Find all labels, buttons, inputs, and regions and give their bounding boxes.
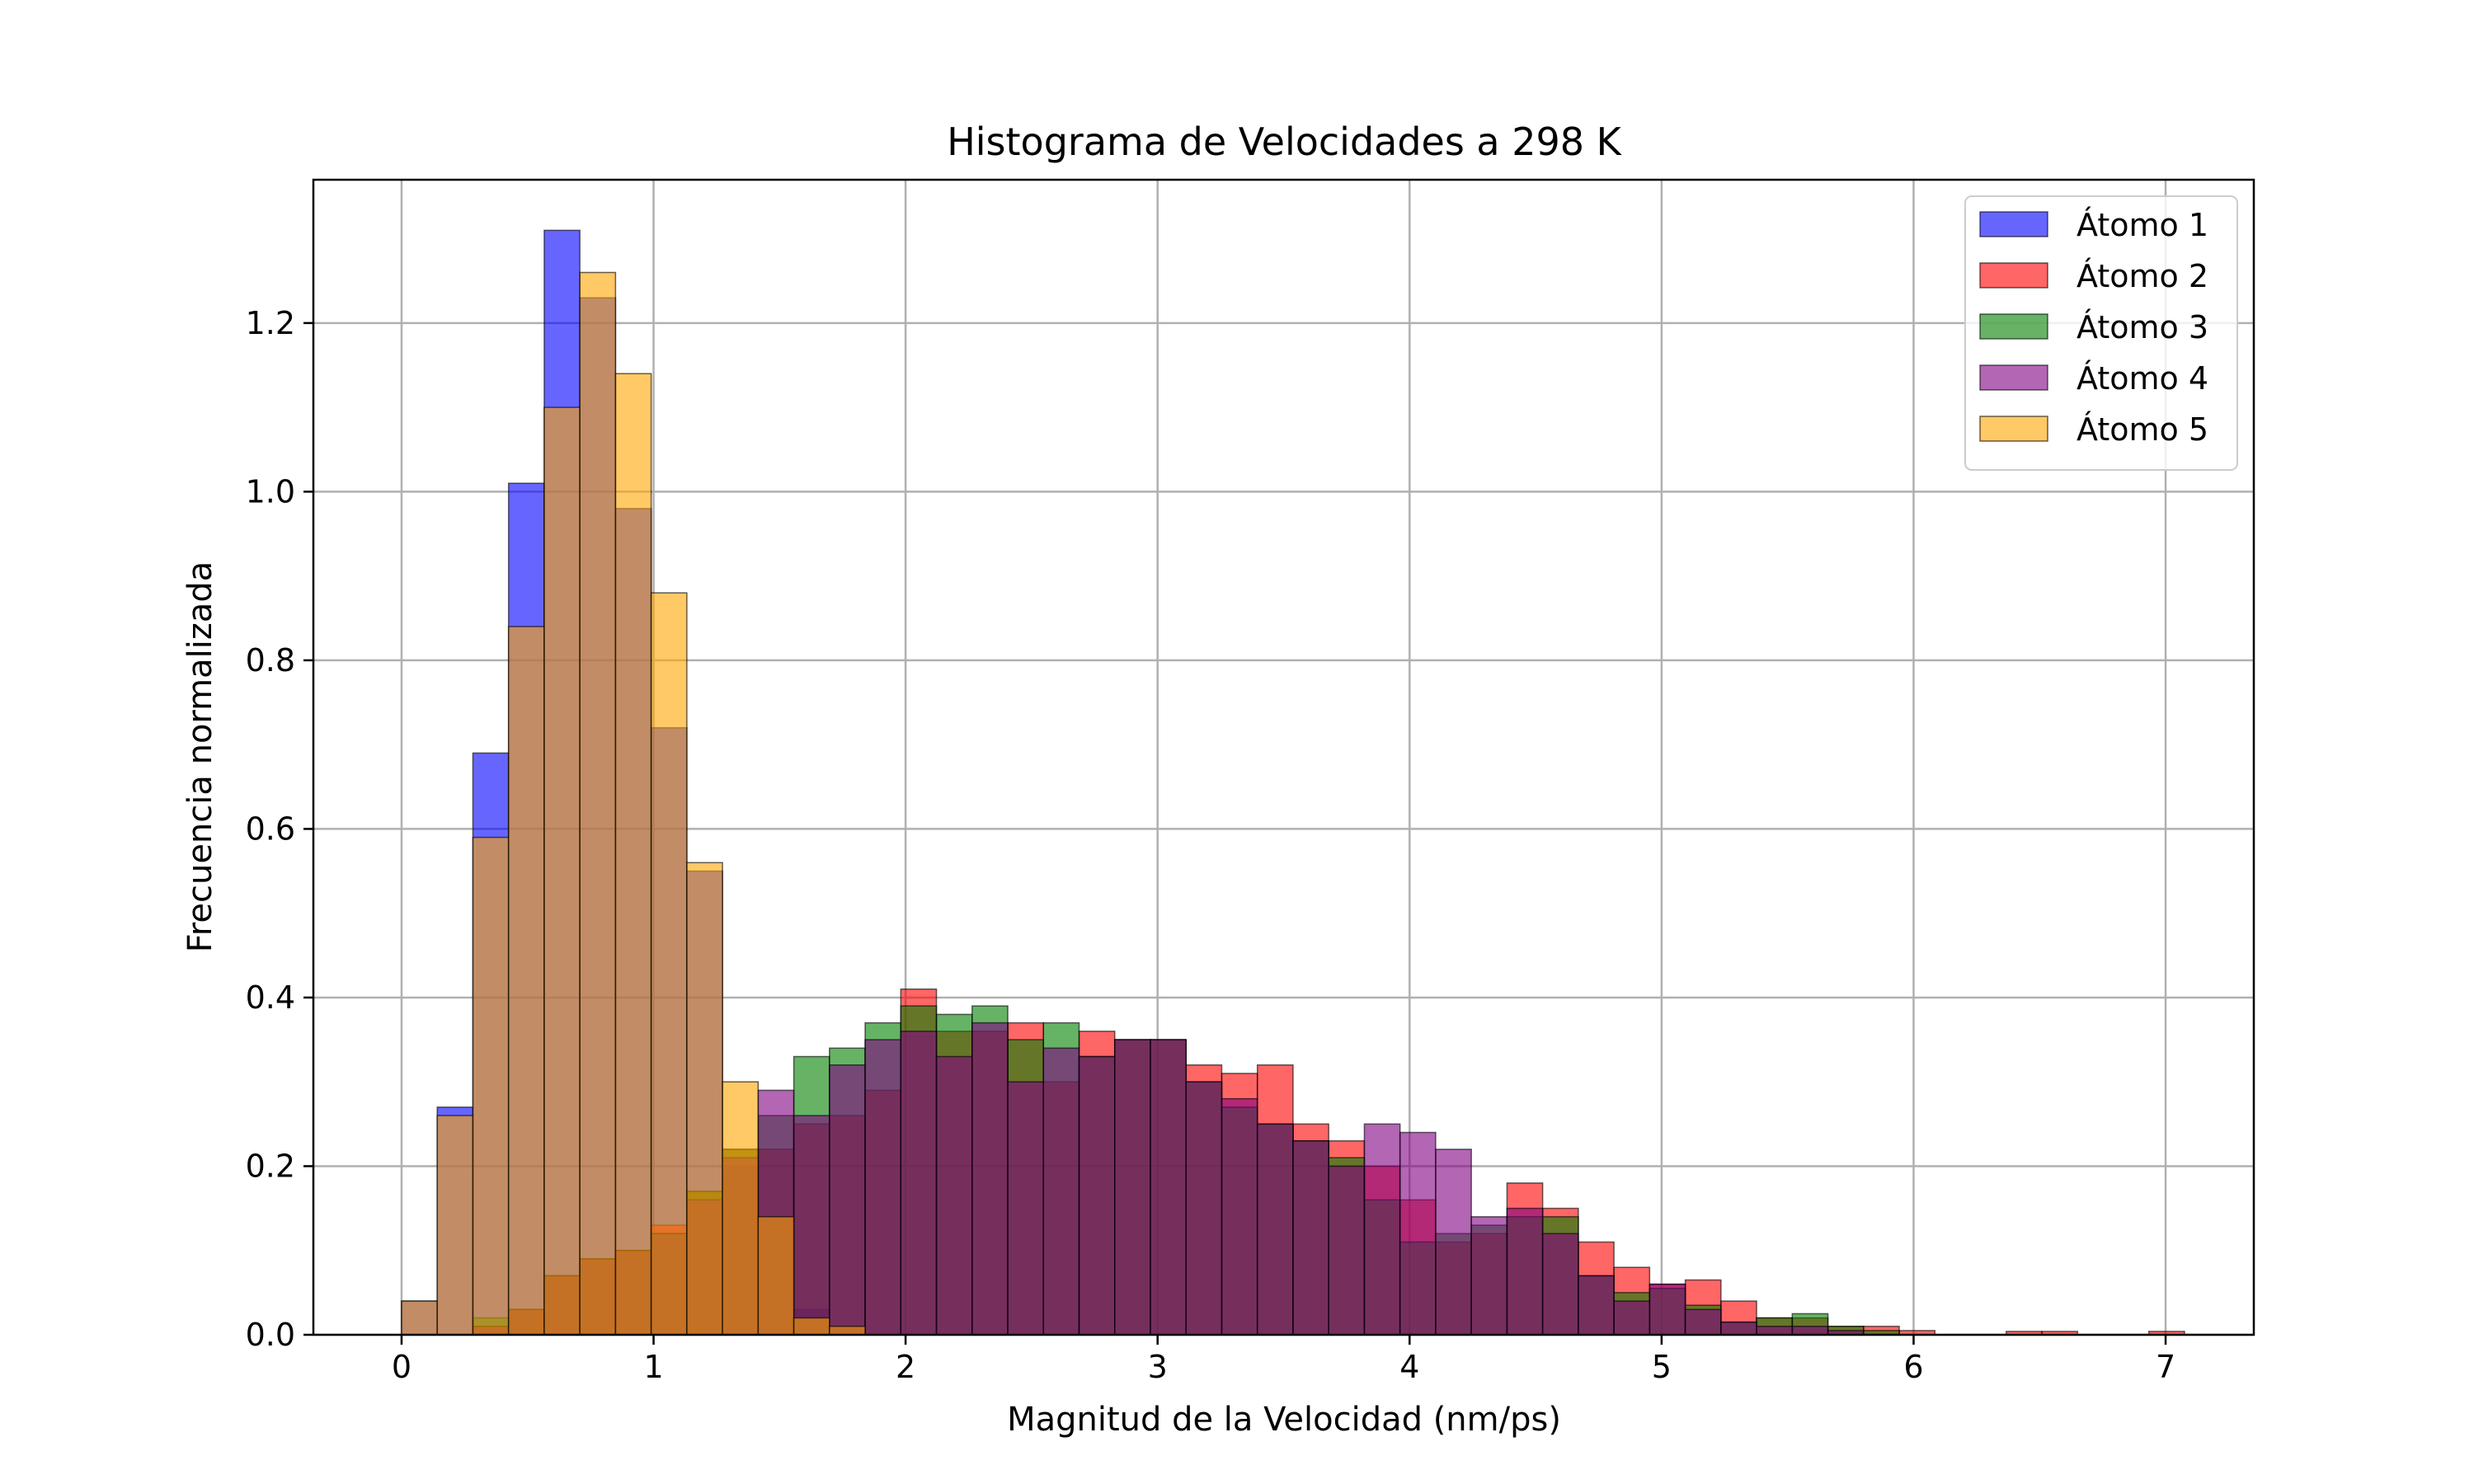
legend-swatch bbox=[1979, 313, 2048, 340]
histogram-bar bbox=[1578, 1275, 1615, 1336]
histogram-bar bbox=[864, 1039, 902, 1336]
y-tick-label: 0.0 bbox=[246, 1317, 295, 1353]
legend-label: Átomo 3 bbox=[2077, 309, 2208, 345]
legend-label: Átomo 5 bbox=[2077, 411, 2208, 448]
histogram-bar bbox=[1684, 1308, 1722, 1336]
x-tick-label: 3 bbox=[1148, 1349, 1168, 1385]
histogram-bar bbox=[436, 1115, 474, 1336]
histogram-bar bbox=[1185, 1081, 1223, 1336]
histogram-bar bbox=[757, 1216, 795, 1336]
plot-area-frame bbox=[312, 178, 2255, 1336]
histogram-bar bbox=[829, 1064, 866, 1336]
x-tick-label: 5 bbox=[1652, 1349, 1672, 1385]
legend-swatch bbox=[1979, 262, 2048, 289]
histogram-bar bbox=[1256, 1123, 1294, 1336]
y-tick-label: 0.4 bbox=[246, 979, 295, 1016]
histogram-bar bbox=[1720, 1321, 1757, 1336]
histogram-bar bbox=[579, 271, 617, 1336]
histogram-bar bbox=[793, 1317, 830, 1336]
y-tick-label: 0.6 bbox=[246, 810, 295, 847]
histogram-bar bbox=[507, 626, 545, 1336]
histogram-bar bbox=[900, 1031, 938, 1336]
histogram-bar bbox=[722, 1081, 760, 1336]
x-tick-label: 2 bbox=[896, 1349, 915, 1385]
histogram-bar bbox=[1114, 1039, 1151, 1336]
histogram-bar bbox=[1649, 1283, 1686, 1336]
chart-title: Histograma de Velocidades a 298 K bbox=[947, 120, 1622, 164]
histogram-bar bbox=[1541, 1233, 1579, 1336]
histogram-bar bbox=[543, 406, 581, 1336]
histogram-bar bbox=[401, 1300, 438, 1336]
x-tick-label: 6 bbox=[1903, 1349, 1923, 1385]
histogram-bar bbox=[1150, 1039, 1187, 1336]
legend-swatch bbox=[1979, 211, 2048, 237]
legend-swatch bbox=[1979, 416, 2048, 442]
y-tick-label: 0.8 bbox=[246, 642, 295, 679]
legend: Átomo 1 Átomo 2 Átomo 3 Átomo 4 Átomo 5 bbox=[1964, 195, 2238, 471]
histogram-bar bbox=[1399, 1131, 1437, 1336]
x-tick-label: 1 bbox=[643, 1349, 663, 1385]
axis-ticks: 0 1 2 3 4 5 6 7 0.0 0.2 0.4 0.6 0.8 1.0 1.2 bbox=[246, 305, 2176, 1385]
histogram-bar bbox=[650, 592, 688, 1336]
histogram-bar bbox=[935, 1055, 973, 1336]
histogram-bar bbox=[1078, 1055, 1116, 1336]
histogram-bar bbox=[1756, 1326, 1794, 1336]
histogram-bar bbox=[1435, 1148, 1472, 1336]
x-tick-label: 4 bbox=[1399, 1349, 1419, 1385]
histogram-bar bbox=[1791, 1326, 1829, 1336]
histogram-bar bbox=[793, 1115, 830, 1336]
y-tick-label: 1.2 bbox=[246, 305, 295, 341]
histogram-bar bbox=[1042, 1047, 1080, 1336]
histogram-bar bbox=[971, 1021, 1009, 1336]
histogram-bar bbox=[1292, 1140, 1329, 1336]
x-tick-label: 7 bbox=[2156, 1349, 2175, 1385]
legend-swatch bbox=[1979, 364, 2048, 391]
legend-label: Átomo 1 bbox=[2077, 207, 2208, 243]
histogram-bar bbox=[1363, 1123, 1401, 1336]
histogram-bar bbox=[1470, 1216, 1508, 1336]
histogram-bar bbox=[686, 862, 723, 1336]
histogram-bar bbox=[829, 1326, 866, 1336]
histogram-bar bbox=[1506, 1207, 1544, 1336]
histogram-bar bbox=[1007, 1081, 1045, 1336]
histogram-bar bbox=[1221, 1097, 1258, 1336]
y-tick-label: 1.0 bbox=[246, 473, 295, 510]
legend-label: Átomo 4 bbox=[2077, 360, 2208, 397]
histogram-bar bbox=[614, 373, 652, 1336]
histogram-bar bbox=[1613, 1300, 1651, 1336]
y-tick-label: 0.2 bbox=[246, 1148, 295, 1184]
x-tick-label: 0 bbox=[392, 1349, 412, 1385]
histogram-bar bbox=[472, 836, 510, 1336]
x-axis-label: Magnitud de la Velocidad (nm/ps) bbox=[1007, 1401, 1561, 1439]
histogram-bars bbox=[401, 229, 2185, 1336]
histogram-bar bbox=[1328, 1165, 1366, 1336]
legend-label: Átomo 2 bbox=[2077, 258, 2208, 294]
y-axis-label: Frecuencia normalizada bbox=[181, 561, 219, 953]
